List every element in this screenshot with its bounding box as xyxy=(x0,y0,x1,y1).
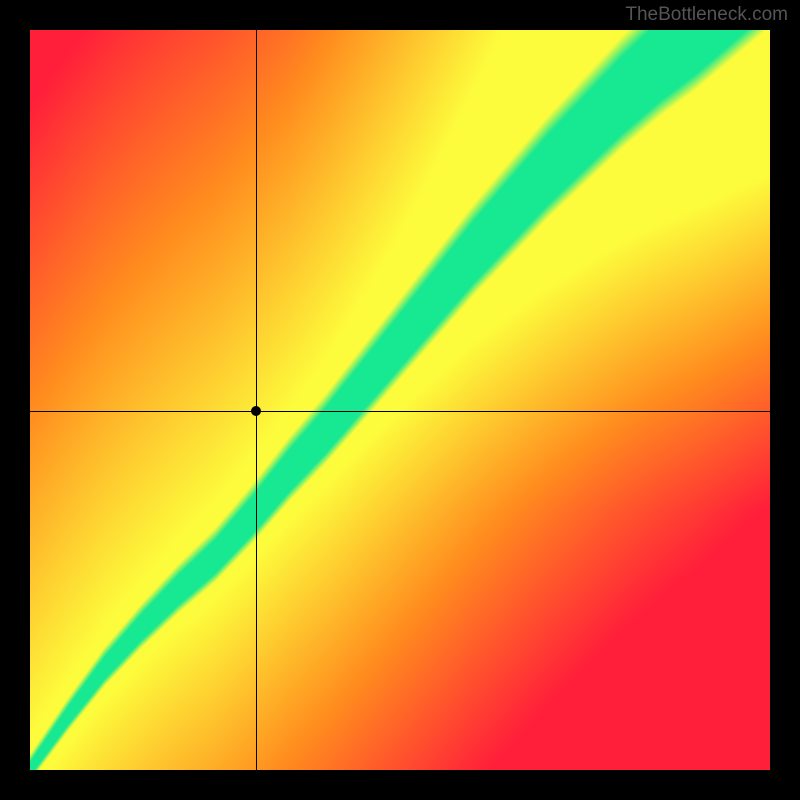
crosshair-marker xyxy=(251,406,261,416)
bottleneck-heatmap xyxy=(30,30,770,770)
watermark-text: TheBottleneck.com xyxy=(625,4,788,26)
heatmap-canvas xyxy=(30,30,770,770)
crosshair-vertical xyxy=(256,30,257,770)
crosshair-horizontal xyxy=(30,411,770,412)
